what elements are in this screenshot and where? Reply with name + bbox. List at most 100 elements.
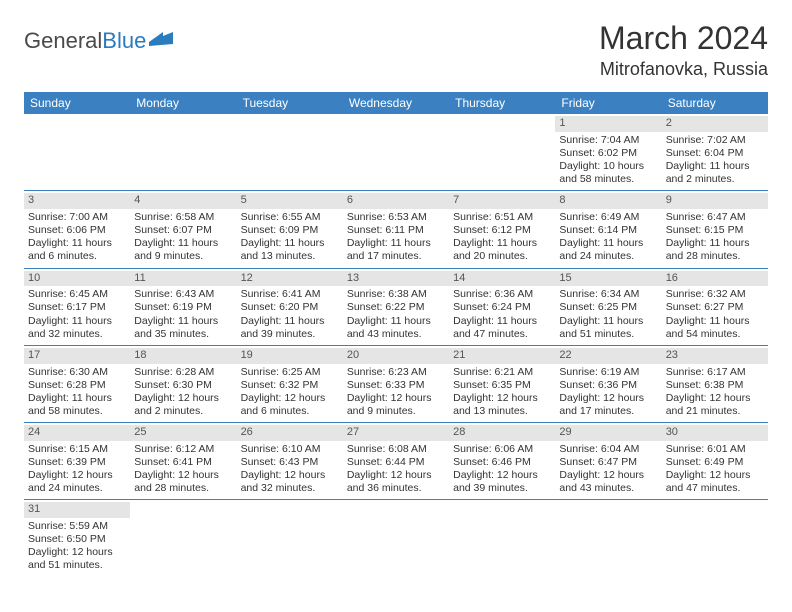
month-title: March 2024 bbox=[599, 20, 768, 57]
info-line: and 13 minutes. bbox=[241, 250, 339, 263]
flag-icon bbox=[149, 28, 173, 54]
day-cell: 21Sunrise: 6:21 AMSunset: 6:35 PMDayligh… bbox=[449, 346, 555, 422]
day-header: Saturday bbox=[662, 92, 768, 114]
day-cell: 14Sunrise: 6:36 AMSunset: 6:24 PMDayligh… bbox=[449, 269, 555, 345]
info-line: Sunset: 6:49 PM bbox=[666, 456, 764, 469]
date-number: 7 bbox=[449, 193, 555, 209]
info-line: and 28 minutes. bbox=[666, 250, 764, 263]
info-line: and 51 minutes. bbox=[559, 328, 657, 341]
info-line: Daylight: 11 hours bbox=[241, 237, 339, 250]
date-number: 27 bbox=[343, 425, 449, 441]
info-line: Daylight: 12 hours bbox=[347, 469, 445, 482]
title-block: March 2024 Mitrofanovka, Russia bbox=[599, 20, 768, 80]
info-line: Sunrise: 6:58 AM bbox=[134, 211, 232, 224]
day-cell: 12Sunrise: 6:41 AMSunset: 6:20 PMDayligh… bbox=[237, 269, 343, 345]
date-number: 31 bbox=[24, 502, 130, 518]
info-line: Sunset: 6:36 PM bbox=[559, 379, 657, 392]
day-cell bbox=[237, 114, 343, 190]
info-line: Sunset: 6:06 PM bbox=[28, 224, 126, 237]
info-line: and 39 minutes. bbox=[241, 328, 339, 341]
day-cell bbox=[130, 500, 236, 576]
info-line: Sunrise: 6:17 AM bbox=[666, 366, 764, 379]
location: Mitrofanovka, Russia bbox=[599, 59, 768, 80]
day-cell bbox=[555, 500, 661, 576]
info-line: Daylight: 12 hours bbox=[666, 469, 764, 482]
info-line: Sunrise: 6:25 AM bbox=[241, 366, 339, 379]
info-line: Daylight: 11 hours bbox=[28, 315, 126, 328]
info-line: Sunrise: 6:06 AM bbox=[453, 443, 551, 456]
info-line: Sunrise: 6:01 AM bbox=[666, 443, 764, 456]
day-cell: 28Sunrise: 6:06 AMSunset: 6:46 PMDayligh… bbox=[449, 423, 555, 499]
info-line: Sunrise: 7:02 AM bbox=[666, 134, 764, 147]
day-cell bbox=[662, 500, 768, 576]
info-line: and 35 minutes. bbox=[134, 328, 232, 341]
info-line: and 32 minutes. bbox=[28, 328, 126, 341]
info-line: and 9 minutes. bbox=[347, 405, 445, 418]
day-header: Friday bbox=[555, 92, 661, 114]
day-header: Tuesday bbox=[237, 92, 343, 114]
info-line: Sunrise: 6:19 AM bbox=[559, 366, 657, 379]
info-line: Sunrise: 6:43 AM bbox=[134, 288, 232, 301]
info-line: and 20 minutes. bbox=[453, 250, 551, 263]
date-number: 15 bbox=[555, 271, 661, 287]
date-number: 6 bbox=[343, 193, 449, 209]
info-line: and 24 minutes. bbox=[559, 250, 657, 263]
day-cell: 15Sunrise: 6:34 AMSunset: 6:25 PMDayligh… bbox=[555, 269, 661, 345]
date-number: 29 bbox=[555, 425, 661, 441]
info-line: Sunrise: 6:32 AM bbox=[666, 288, 764, 301]
date-number: 9 bbox=[662, 193, 768, 209]
date-number: 28 bbox=[449, 425, 555, 441]
date-number: 13 bbox=[343, 271, 449, 287]
info-line: Daylight: 11 hours bbox=[134, 237, 232, 250]
day-cell bbox=[130, 114, 236, 190]
info-line: Daylight: 12 hours bbox=[134, 469, 232, 482]
info-line: Sunset: 6:46 PM bbox=[453, 456, 551, 469]
info-line: and 9 minutes. bbox=[134, 250, 232, 263]
date-number: 4 bbox=[130, 193, 236, 209]
info-line: and 2 minutes. bbox=[134, 405, 232, 418]
info-line: and 6 minutes. bbox=[28, 250, 126, 263]
day-cell: 25Sunrise: 6:12 AMSunset: 6:41 PMDayligh… bbox=[130, 423, 236, 499]
info-line: Sunrise: 6:21 AM bbox=[453, 366, 551, 379]
info-line: and 47 minutes. bbox=[666, 482, 764, 495]
info-line: Sunrise: 6:28 AM bbox=[134, 366, 232, 379]
info-line: Daylight: 11 hours bbox=[453, 237, 551, 250]
info-line: Sunset: 6:11 PM bbox=[347, 224, 445, 237]
info-line: Daylight: 11 hours bbox=[134, 315, 232, 328]
info-line: Sunset: 6:27 PM bbox=[666, 301, 764, 314]
info-line: Daylight: 11 hours bbox=[559, 315, 657, 328]
info-line: and 54 minutes. bbox=[666, 328, 764, 341]
date-number: 17 bbox=[24, 348, 130, 364]
date-number: 24 bbox=[24, 425, 130, 441]
info-line: and 2 minutes. bbox=[666, 173, 764, 186]
info-line: and 13 minutes. bbox=[453, 405, 551, 418]
day-cell: 5Sunrise: 6:55 AMSunset: 6:09 PMDaylight… bbox=[237, 191, 343, 267]
info-line: Sunrise: 6:51 AM bbox=[453, 211, 551, 224]
info-line: Sunrise: 6:34 AM bbox=[559, 288, 657, 301]
info-line: Daylight: 12 hours bbox=[134, 392, 232, 405]
info-line: Sunset: 6:09 PM bbox=[241, 224, 339, 237]
info-line: Daylight: 11 hours bbox=[28, 392, 126, 405]
info-line: and 47 minutes. bbox=[453, 328, 551, 341]
date-number: 22 bbox=[555, 348, 661, 364]
date-number: 16 bbox=[662, 271, 768, 287]
day-cell: 27Sunrise: 6:08 AMSunset: 6:44 PMDayligh… bbox=[343, 423, 449, 499]
info-line: Sunrise: 6:53 AM bbox=[347, 211, 445, 224]
day-cell: 11Sunrise: 6:43 AMSunset: 6:19 PMDayligh… bbox=[130, 269, 236, 345]
day-cell: 22Sunrise: 6:19 AMSunset: 6:36 PMDayligh… bbox=[555, 346, 661, 422]
date-number: 14 bbox=[449, 271, 555, 287]
info-line: Sunset: 6:19 PM bbox=[134, 301, 232, 314]
info-line: Sunrise: 6:41 AM bbox=[241, 288, 339, 301]
day-cell bbox=[343, 114, 449, 190]
logo-text-1: General bbox=[24, 28, 102, 54]
info-line: Sunset: 6:30 PM bbox=[134, 379, 232, 392]
day-cell: 1Sunrise: 7:04 AMSunset: 6:02 PMDaylight… bbox=[555, 114, 661, 190]
info-line: Sunrise: 6:55 AM bbox=[241, 211, 339, 224]
info-line: Daylight: 11 hours bbox=[453, 315, 551, 328]
info-line: Sunrise: 6:30 AM bbox=[28, 366, 126, 379]
day-cell: 24Sunrise: 6:15 AMSunset: 6:39 PMDayligh… bbox=[24, 423, 130, 499]
day-cell: 3Sunrise: 7:00 AMSunset: 6:06 PMDaylight… bbox=[24, 191, 130, 267]
info-line: Daylight: 11 hours bbox=[666, 315, 764, 328]
day-cell: 26Sunrise: 6:10 AMSunset: 6:43 PMDayligh… bbox=[237, 423, 343, 499]
day-cell: 20Sunrise: 6:23 AMSunset: 6:33 PMDayligh… bbox=[343, 346, 449, 422]
